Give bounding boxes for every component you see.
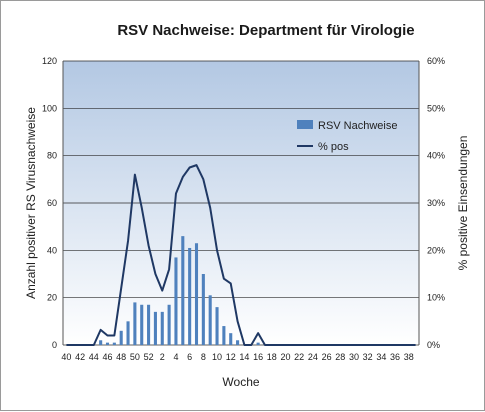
y-left-tick-label: 60 [47, 198, 57, 208]
x-tick-label: 8 [201, 352, 206, 362]
x-tick-label: 52 [144, 352, 154, 362]
x-tick-label: 6 [187, 352, 192, 362]
x-tick-label: 40 [61, 352, 71, 362]
legend-label-bar: RSV Nachweise [318, 120, 397, 132]
bar [113, 343, 116, 345]
bar [133, 302, 136, 345]
y-left-tick-label: 40 [47, 245, 57, 255]
x-tick-label: 50 [130, 352, 140, 362]
x-tick-label: 34 [376, 352, 386, 362]
x-tick-label: 12 [226, 352, 236, 362]
y-left-tick-label: 20 [47, 293, 57, 303]
x-tick-label: 2 [160, 352, 165, 362]
x-tick-label: 30 [349, 352, 359, 362]
bar [229, 333, 232, 345]
bar [161, 312, 164, 345]
y-left-tick-label: 120 [42, 56, 57, 66]
bar [126, 321, 129, 345]
y-left-tick-label: 0 [52, 340, 57, 350]
y-right-tick-label: 20% [427, 245, 445, 255]
bar [257, 343, 260, 345]
y-axis-right-ticks: 0% 10% 20% 30% 40% 50% 60% [427, 56, 445, 350]
bar [168, 305, 171, 345]
x-tick-label: 46 [102, 352, 112, 362]
bar [181, 236, 184, 345]
y-axis-right-title: % positive Einsendungen [456, 136, 470, 271]
chart-title: RSV Nachweise: Department für Virologie [117, 22, 414, 39]
y-left-tick-label: 80 [47, 151, 57, 161]
x-tick-label: 10 [212, 352, 222, 362]
y-left-tick-label: 100 [42, 103, 57, 113]
x-tick-label: 4 [173, 352, 178, 362]
y-axis-left-title: Anzahl positiver RS Virusnachweise [24, 107, 38, 299]
y-axis-left-ticks: 0 20 40 60 80 100 120 [42, 56, 57, 350]
bar [174, 257, 177, 345]
x-tick-label: 28 [335, 352, 345, 362]
bar [209, 295, 212, 345]
bar [154, 312, 157, 345]
bar [140, 305, 143, 345]
bar [147, 305, 150, 345]
y-right-tick-label: 50% [427, 103, 445, 113]
x-tick-label: 32 [363, 352, 373, 362]
bar [222, 326, 225, 345]
bar [236, 340, 239, 345]
x-tick-label: 22 [294, 352, 304, 362]
x-tick-label: 14 [239, 352, 249, 362]
x-tick-label: 44 [89, 352, 99, 362]
bar [195, 243, 198, 345]
legend-swatch-bar [297, 120, 313, 129]
y-right-tick-label: 30% [427, 198, 445, 208]
x-tick-label: 36 [390, 352, 400, 362]
y-right-tick-label: 0% [427, 340, 440, 350]
y-right-tick-label: 10% [427, 293, 445, 303]
legend-label-line: % pos [318, 141, 349, 153]
y-right-tick-label: 40% [427, 151, 445, 161]
x-tick-label: 18 [267, 352, 277, 362]
y-right-tick-label: 60% [427, 56, 445, 66]
x-axis-title: Woche [222, 375, 259, 389]
bar [215, 307, 218, 345]
x-tick-label: 26 [322, 352, 332, 362]
x-tick-label: 38 [404, 352, 414, 362]
bar [99, 340, 102, 345]
x-tick-label: 24 [308, 352, 318, 362]
bar [202, 274, 205, 345]
bar [120, 331, 123, 345]
x-tick-label: 48 [116, 352, 126, 362]
x-tick-label: 42 [75, 352, 85, 362]
bar [106, 343, 109, 345]
bar [188, 248, 191, 345]
x-tick-label: 16 [253, 352, 263, 362]
x-tick-label: 20 [280, 352, 290, 362]
